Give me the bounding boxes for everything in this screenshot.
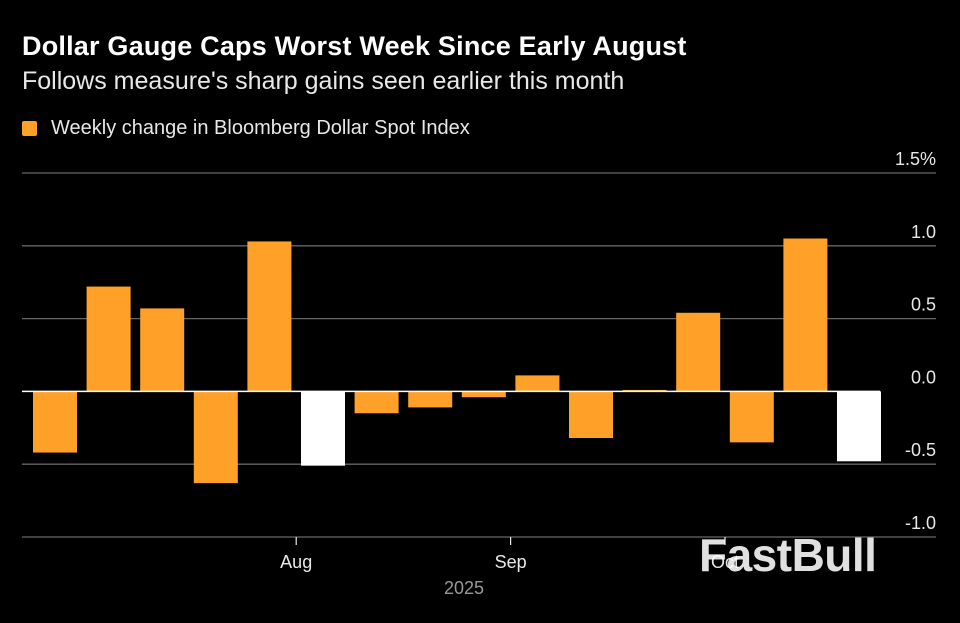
bar [729,391,774,443]
chart-subtitle: Follows measure's sharp gains seen earli… [22,67,625,95]
y-tick-label: -1.0 [905,513,936,533]
y-tick-label: 0.5 [911,295,936,315]
bar [140,308,185,392]
bar [676,312,721,392]
fastbull-watermark: FastBull [699,529,877,581]
y-tick-label: -0.5 [905,440,936,460]
bar [193,391,238,484]
bar [33,391,77,453]
x-tick-label: Aug [280,552,312,572]
bar [301,391,345,466]
x-tick-label: Sep [495,552,527,572]
bar [461,391,506,398]
legend-label: Weekly change in Bloomberg Dollar Spot I… [51,117,470,139]
bar [837,391,881,462]
bar [86,286,131,392]
x-year-label: 2025 [444,578,484,598]
bar [408,391,453,408]
y-tick-label: 1.0 [911,222,936,242]
y-tick-label: 0.0 [911,367,936,387]
y-tick-label: 1.5% [895,149,936,169]
chart-title: Dollar Gauge Caps Worst Week Since Early… [22,31,687,61]
bar [247,241,292,392]
legend-swatch [22,121,37,136]
bar [354,391,399,414]
x-tick-label: Oct [711,552,739,572]
bar [783,238,828,392]
legend: Weekly change in Bloomberg Dollar Spot I… [22,117,470,140]
bar [569,391,613,438]
bar [515,375,560,392]
